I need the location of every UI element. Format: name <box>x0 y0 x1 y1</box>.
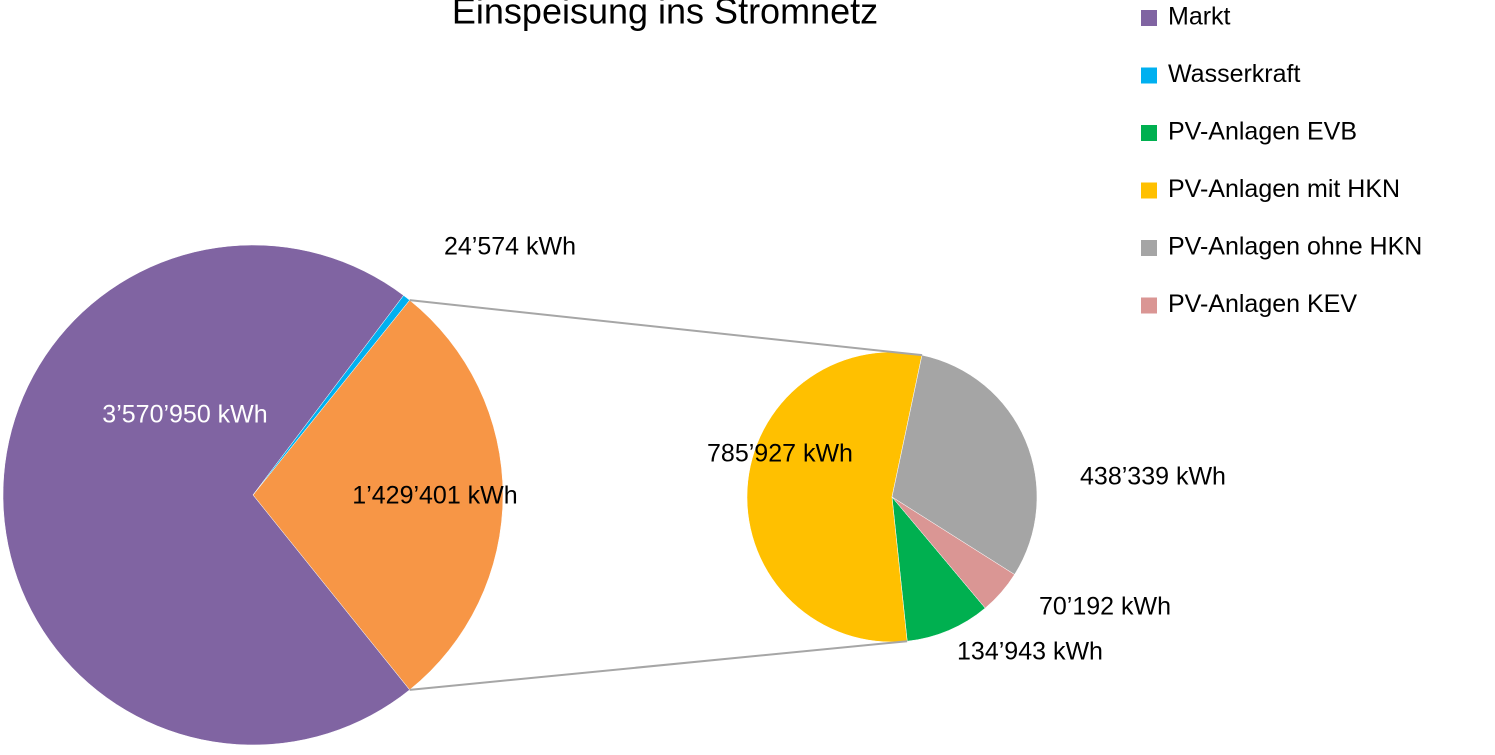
legend-swatch <box>1141 10 1157 26</box>
legend-label: PV-Anlagen KEV <box>1168 290 1357 318</box>
data-label: 785’927 kWh <box>707 440 853 468</box>
legend-label: PV-Anlagen ohne HKN <box>1168 233 1422 261</box>
pie-slice <box>2 244 410 746</box>
data-label: 134’943 kWh <box>957 638 1103 666</box>
data-label: 24’574 kWh <box>444 233 576 261</box>
connector-line <box>409 299 923 357</box>
chart-title: Einspeisung ins Stromnetz <box>452 0 878 32</box>
legend-swatch <box>1141 125 1157 141</box>
pie-slice <box>891 496 1015 609</box>
data-label: 1’429’401 kWh <box>352 482 517 510</box>
data-label: 3’570’950 kWh <box>102 401 267 429</box>
pie-slice <box>746 351 923 643</box>
legend-swatch <box>1141 297 1157 314</box>
connector-line <box>409 640 908 691</box>
legend-label: Markt <box>1168 3 1231 31</box>
legend-label: Wasserkraft <box>1168 60 1300 88</box>
legend-swatch <box>1141 240 1157 256</box>
pie-slice <box>252 299 504 691</box>
data-label: 438’339 kWh <box>1080 463 1226 491</box>
legend-label: PV-Anlagen EVB <box>1168 118 1357 146</box>
pie-slice <box>891 496 986 642</box>
data-label: 70’192 kWh <box>1039 593 1171 621</box>
pie-slice <box>252 295 410 496</box>
legend-label: PV-Anlagen mit HKN <box>1168 175 1400 203</box>
legend-swatch <box>1141 182 1157 199</box>
legend-swatch <box>1141 67 1157 84</box>
